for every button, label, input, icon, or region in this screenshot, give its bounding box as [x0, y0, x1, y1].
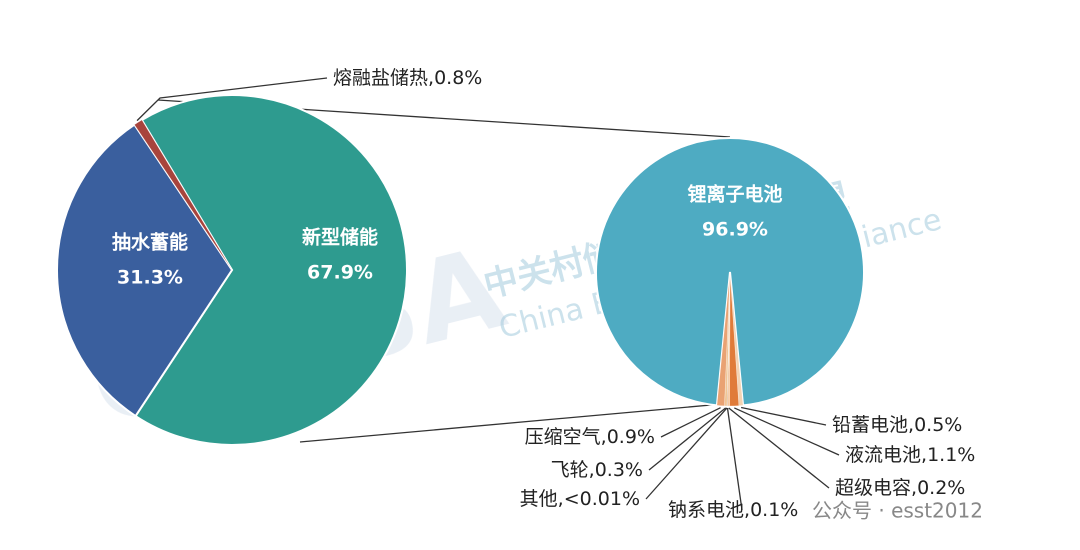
- slice-name: 熔融盐储热: [333, 67, 428, 89]
- slice-name: 压缩空气: [525, 426, 601, 448]
- slice-value: 31.3%: [117, 267, 183, 289]
- connector: [299, 403, 723, 443]
- pie-slice: [56, 123, 234, 418]
- slice-name: 其他: [520, 488, 558, 510]
- slice-label: 钠系电池,0.1%: [668, 499, 798, 521]
- slice-name: 飞轮: [551, 459, 589, 481]
- account: 公众号 · esst2012: [812, 499, 983, 523]
- slice-value: 0.1%: [750, 499, 798, 521]
- slice-name: 铅蓄电池: [832, 414, 908, 436]
- leader-line: [726, 407, 743, 511]
- pie-slice: [595, 137, 865, 407]
- slice-name: 液流电池: [845, 444, 921, 466]
- leader-line: [741, 406, 827, 426]
- slice-value: <0.01%: [564, 488, 640, 510]
- slice-value: 96.9%: [702, 219, 768, 241]
- slice-label: 新型储能: [302, 226, 378, 249]
- slice-value: 1.1%: [927, 444, 975, 466]
- separator: ,: [908, 414, 914, 436]
- slice-label: 铅蓄电池,0.5%: [832, 414, 962, 436]
- slice-label: 熔融盐储热,0.8%: [333, 67, 482, 89]
- slice-value: 0.5%: [914, 414, 962, 436]
- separator: ,: [921, 444, 927, 466]
- slice-label: 压缩空气,0.9%: [525, 426, 655, 448]
- slice-label: 超级电容,0.2%: [835, 477, 965, 499]
- slice-value: 0.2%: [917, 477, 965, 499]
- separator: ,: [558, 488, 564, 510]
- pie-slice: [134, 94, 408, 446]
- pies: 新型储能67.9%抽水蓄能31.3%熔融盐储热,0.8%锂离子电池96.9%铅蓄…: [56, 67, 975, 521]
- separator: ,: [911, 477, 917, 499]
- leader-line: [734, 407, 840, 456]
- slice-value: 67.9%: [307, 262, 373, 284]
- leader-line: [645, 407, 728, 500]
- separator: ,: [744, 499, 750, 521]
- slice-value: 0.3%: [595, 459, 643, 481]
- pie-slice: [134, 119, 233, 271]
- separator: ,: [589, 459, 595, 481]
- slice-label: 抽水蓄能: [112, 231, 188, 254]
- separator: ,: [428, 67, 434, 89]
- leader-line: [728, 407, 830, 489]
- slice-label: 飞轮,0.3%: [551, 459, 643, 481]
- slice-label: 锂离子电池: [687, 183, 782, 206]
- slice-value: 0.8%: [434, 67, 482, 89]
- leader-line: [136, 77, 328, 122]
- slice-name: 超级电容: [835, 477, 911, 499]
- slice-value: 0.9%: [607, 426, 655, 448]
- slice-label: 其他,<0.01%: [520, 488, 640, 510]
- leader-line: [648, 407, 727, 471]
- slice-name: 钠系电池: [668, 499, 744, 521]
- separator: ,: [601, 426, 607, 448]
- leader-line: [660, 407, 721, 438]
- pie-slice: [716, 271, 731, 407]
- slice-label: 液流电池,1.1%: [845, 444, 975, 466]
